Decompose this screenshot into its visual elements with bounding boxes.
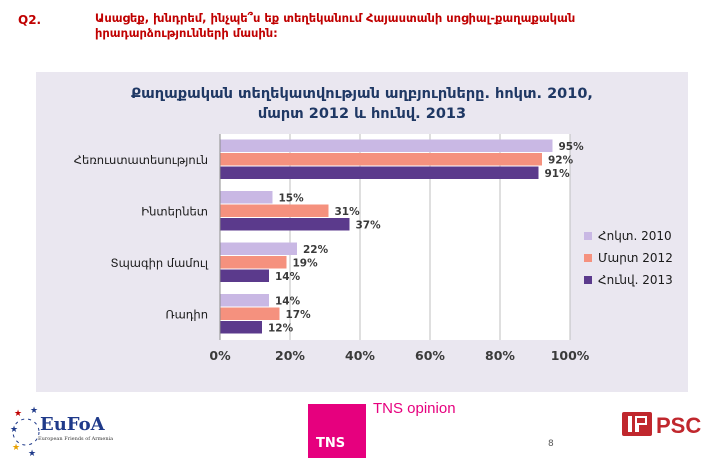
bar xyxy=(220,166,539,179)
data-label: 95% xyxy=(559,141,585,153)
tns-opinion-label: TNS opinion xyxy=(373,400,456,417)
ipsc-logo: PSC xyxy=(622,412,701,438)
x-tick-label: 100% xyxy=(551,348,590,363)
bar xyxy=(220,269,269,282)
data-label: 14% xyxy=(275,271,301,283)
svg-text:★: ★ xyxy=(12,443,20,453)
question-text: Ասացեք, խնդրեմ, ինչպե՞ս եք տեղեկանում Հա… xyxy=(95,11,576,40)
chart-title-line-2: մարտ 2012 և հունվ. 2013 xyxy=(257,106,467,122)
bar xyxy=(220,321,262,334)
eufoa-stars-icon: ★ ★ ★ ★ ★ xyxy=(10,406,40,459)
chart-panel: Քաղաքական տեղեկատվության աղբյուրները. հո… xyxy=(36,72,688,392)
question-number: Q2. xyxy=(18,13,42,27)
bar xyxy=(220,139,553,152)
legend-swatch xyxy=(584,254,592,262)
legend-label: Մարտ 2012 xyxy=(598,251,673,265)
legend-label: Հոկտ. 2010 xyxy=(598,229,672,243)
data-label: 19% xyxy=(293,258,319,270)
data-label: 91% xyxy=(545,168,571,180)
data-label: 17% xyxy=(286,309,312,321)
bar xyxy=(220,256,287,269)
svg-text:★: ★ xyxy=(30,406,38,416)
data-label: 12% xyxy=(268,323,294,335)
x-tick-label: 40% xyxy=(345,348,375,363)
legend-label: Հունվ. 2013 xyxy=(598,273,673,287)
bar xyxy=(220,191,273,204)
bar xyxy=(220,294,269,307)
svg-text:★: ★ xyxy=(14,409,22,419)
chart-title: Քաղաքական տեղեկատվության աղբյուրները. հո… xyxy=(36,84,688,124)
tns-box-text: TNS xyxy=(316,436,346,451)
data-label: 31% xyxy=(335,206,361,218)
data-label: 92% xyxy=(548,155,574,167)
eufoa-logo: ★ ★ ★ ★ ★ EuFoA European Friends of Arme… xyxy=(8,402,126,460)
data-label: 15% xyxy=(279,193,305,205)
tns-logo-box: TNS xyxy=(308,404,366,458)
category-label: Հեռուստատեսություն xyxy=(74,153,208,167)
svg-text:★: ★ xyxy=(28,449,36,459)
data-label: 14% xyxy=(275,296,301,308)
x-tick-label: 80% xyxy=(485,348,515,363)
bar-chart: 0% 20% 40% 60% 80% 100% Հեռուստատեսություն 95% 9… xyxy=(74,134,673,363)
bar xyxy=(220,307,280,320)
eufoa-name: EuFoA xyxy=(40,414,105,435)
bar xyxy=(220,242,297,255)
x-tick-label: 60% xyxy=(415,348,445,363)
ipsc-text: PSC xyxy=(656,413,701,438)
bar xyxy=(220,204,329,217)
category-label: Ինտերնետ xyxy=(141,204,208,218)
svg-text:★: ★ xyxy=(10,425,18,435)
legend-swatch xyxy=(584,232,592,240)
legend-swatch xyxy=(584,276,592,284)
x-tick-label: 20% xyxy=(275,348,305,363)
bar xyxy=(220,153,542,166)
data-label: 37% xyxy=(356,220,382,232)
category-label: Տպագիր մամուլ xyxy=(111,256,209,270)
page-number: 8 xyxy=(548,439,554,449)
category-label: Ռադիո xyxy=(165,307,208,321)
data-label: 22% xyxy=(303,244,329,256)
bar xyxy=(220,218,350,231)
chart-title-line-1: Քաղաքական տեղեկատվության աղբյուրները. հո… xyxy=(131,86,593,102)
eufoa-subtitle: European Friends of Armenia xyxy=(38,436,114,442)
x-tick-label: 0% xyxy=(209,348,231,363)
